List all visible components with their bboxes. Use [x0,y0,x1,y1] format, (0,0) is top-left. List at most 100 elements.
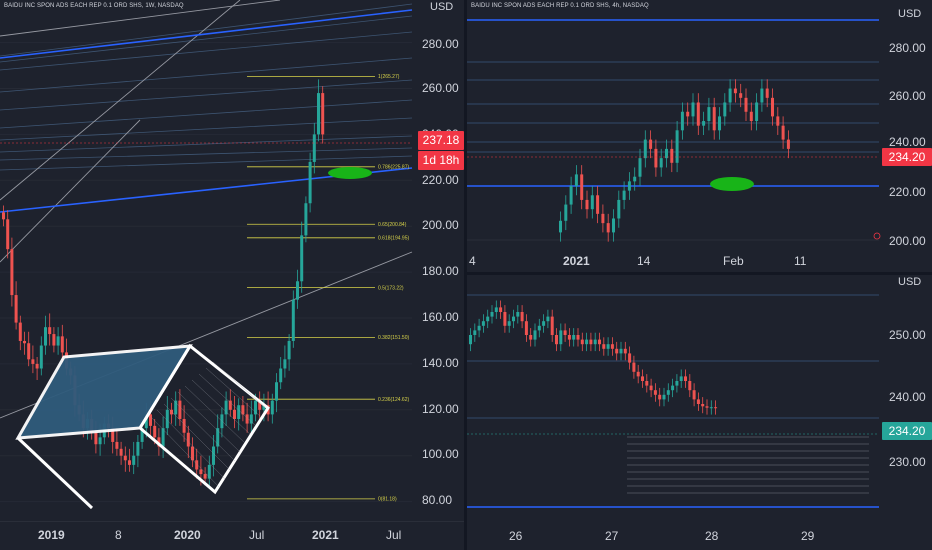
weekly-channel-line [0,147,413,161]
four-hour-candle-body [633,176,637,182]
weekly-chart-pane[interactable]: 1(265.27) 0.786(225.87) 0.65(200.84) 0.618(… [0,0,464,550]
fib-level-label: 0(81.18) [378,497,397,503]
intraday-price-label-1: 240.00 [889,390,926,404]
pane-divider-horizontal[interactable] [467,272,932,275]
drawn-hatch-line [198,373,256,426]
intraday-candle-body [486,316,490,322]
four-hour-candle-body [723,102,727,117]
weekly-candle-body [136,441,140,456]
intraday-candle-body [585,339,589,345]
weekly-candle-body [321,93,325,135]
weekly-channel-line [0,99,413,129]
four-hour-candle-body [596,195,600,214]
weekly-candle-body [182,418,186,433]
weekly-price-label-8: 120.00 [422,402,459,416]
four-hour-candle-body [627,181,631,191]
intraday-candle-body [649,385,653,391]
intraday-candle-body [645,381,649,386]
weekly-chart-canvas[interactable]: 1(265.27) 0.786(225.87) 0.65(200.84) 0.618(… [0,0,464,520]
four-hour-candle-body [744,97,748,112]
intraday-chart-pane[interactable]: USD 250.00 240.00 230.00 234.20 26 27 28 29 [467,275,932,550]
intraday-candle-body [666,390,670,395]
intraday-candle-body [499,307,503,312]
four-hour-candle-body [654,148,658,168]
intraday-candle-body [671,385,675,391]
weekly-candle-body [14,295,18,323]
weekly-channel-line [0,135,413,153]
intraday-candle-body [572,335,576,340]
four-hour-price-label-2: 240.00 [889,135,926,149]
four-hour-chart-pane[interactable]: BAIDU INC SPON ADS EACH REP 0.1 ORD SHS,… [467,0,932,272]
four-hour-time-label-1: 2021 [563,254,590,268]
intraday-chart-canvas[interactable] [467,275,932,520]
four-hour-chart-canvas[interactable] [467,0,932,250]
intraday-time-label-2: 28 [705,529,719,543]
weekly-channel-line [0,79,413,111]
weekly-candle-body [203,474,207,479]
four-hour-candle-body [649,139,653,149]
weekly-candle-body [241,405,245,415]
weekly-candle-body [199,469,203,475]
weekly-price-label-4: 200.00 [422,218,459,232]
weekly-candle-body [2,212,5,220]
drawn-cube-face-outline [138,343,270,495]
four-hour-candle-body [670,148,674,163]
weekly-price-label-10: 80.00 [422,493,453,507]
four-hour-time-label-3: Feb [723,254,744,268]
four-hour-candle-body [771,97,774,117]
weekly-candle-body [132,455,136,465]
weekly-candle-body [178,400,182,419]
weekly-candle-body [228,400,232,410]
weekly-candle-body [111,428,115,442]
weekly-candle-body [56,336,60,346]
weekly-candle-body [233,409,236,419]
weekly-price-label-5: 180.00 [422,264,459,278]
drawn-hatch-line [177,391,241,453]
intraday-candle-body [490,312,494,317]
weekly-candle-body [317,93,320,135]
drawn-hatch-line [170,397,236,462]
intraday-candle-body [589,339,593,345]
weekly-candle-body [270,400,274,415]
intraday-candle-body [550,316,554,335]
weekly-time-label-3: Jul [249,528,265,542]
intraday-candle-body [520,312,524,322]
four-hour-candle-body [564,204,568,221]
four-hour-candle-body [702,121,706,126]
four-hour-candle-body [638,158,642,177]
four-hour-candle-body [733,88,737,94]
drawn-hatch-line [191,379,251,435]
weekly-price-label-7: 140.00 [422,356,459,370]
drawn-hatch-line [149,415,221,489]
intraday-candle-body [580,339,584,345]
four-hour-candle-body [590,195,594,210]
weekly-price-label-1: 260.00 [422,81,459,95]
intraday-candle-body [537,325,541,331]
weekly-candle-body [165,409,169,429]
intraday-candle-body [641,376,644,381]
four-hour-time-label-0: 4 [469,254,476,268]
intraday-candle-body [533,330,537,340]
weekly-candle-body [186,432,190,447]
four-hour-candle-body [691,102,695,117]
weekly-last-price-tag: 237.18 [418,131,464,150]
intraday-candle-body [623,348,627,354]
intraday-candle-body [602,344,606,349]
intraday-price-label-2: 230.00 [889,455,926,469]
intraday-candle-body [567,335,571,340]
weekly-candle-body [300,235,304,282]
four-hour-candle-body [585,199,589,210]
intraday-candle-body [701,404,705,407]
weekly-candle-body [128,460,131,465]
weekly-candle-body [94,432,98,445]
intraday-time-label-1: 27 [605,529,619,543]
weekly-time-label-2: 2020 [174,528,201,542]
four-hour-candle-body [718,116,721,131]
weekly-price-label-9: 100.00 [422,447,459,461]
weekly-candle-body [39,345,43,369]
weekly-time-label-5: Jul [386,528,402,542]
pane-divider-vertical[interactable] [464,0,467,550]
intraday-candle-body [481,321,485,326]
weekly-candle-body [312,134,316,162]
weekly-candle-body [237,405,241,419]
